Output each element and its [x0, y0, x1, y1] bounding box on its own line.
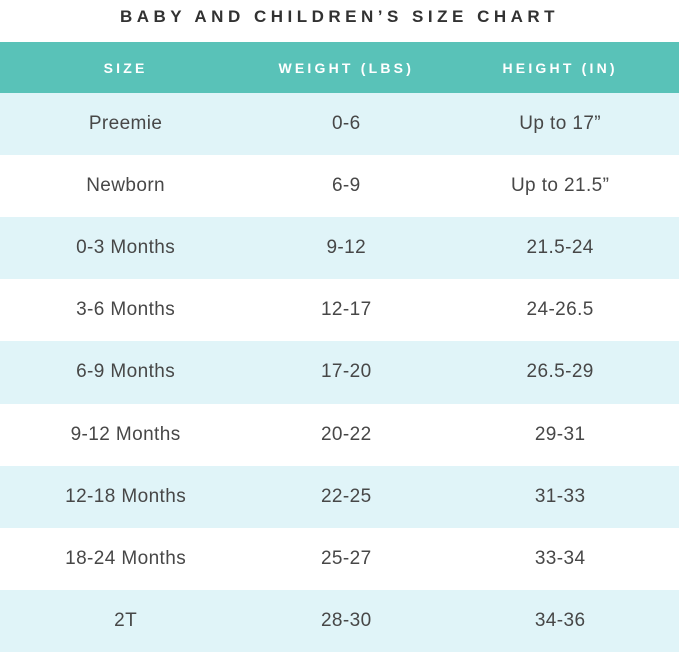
table-row: 12-18 Months 22-25 31-33	[0, 465, 679, 528]
column-header-height: HEIGHT (IN)	[502, 59, 618, 76]
size-cell: 0-3 Months	[76, 237, 176, 259]
page-title: BABY AND CHILDREN’S SIZE CHART	[119, 7, 560, 26]
weight-cell: 12-17	[320, 299, 372, 321]
weight-cell: 6-9	[331, 175, 361, 197]
height-cell: 21.5-24	[526, 237, 594, 259]
size-cell: 18-24 Months	[65, 547, 187, 569]
table-row: 3-6 Months 12-17 24-26.5	[0, 279, 679, 342]
column-header-size: SIZE	[103, 59, 148, 76]
weight-cell: 28-30	[320, 609, 372, 631]
size-cell: 9-12 Months	[70, 423, 181, 445]
size-cell: 12-18 Months	[65, 485, 187, 507]
height-cell: 31-33	[534, 485, 586, 507]
table-row: 6-9 Months 17-20 26.5-29	[0, 341, 679, 404]
size-cell: 3-6 Months	[76, 299, 176, 321]
size-cell: Newborn	[86, 175, 166, 197]
weight-cell: 20-22	[320, 423, 372, 445]
weight-cell: 17-20	[320, 361, 372, 383]
size-chart-table: SIZE WEIGHT (LBS) HEIGHT (IN) Preemie 0-…	[0, 42, 679, 652]
height-cell: 26.5-29	[526, 361, 594, 383]
weight-cell: 0-6	[331, 113, 361, 135]
height-cell: 24-26.5	[526, 299, 594, 321]
size-cell: 6-9 Months	[76, 361, 176, 383]
table-row: Preemie 0-6 Up to 17”	[0, 93, 679, 156]
size-cell: 2T	[114, 609, 138, 631]
column-header-weight: WEIGHT (LBS)	[278, 59, 415, 76]
weight-cell: 22-25	[320, 485, 372, 507]
height-cell: Up to 17”	[519, 113, 602, 135]
height-cell: 33-34	[534, 547, 586, 569]
weight-cell: 9-12	[326, 237, 367, 259]
table-row: 2T 28-30 34-36	[0, 589, 679, 652]
table-row: Newborn 6-9 Up to 21.5”	[0, 155, 679, 218]
size-cell: Preemie	[88, 113, 163, 135]
height-cell: 34-36	[534, 609, 586, 631]
table-header-row: SIZE WEIGHT (LBS) HEIGHT (IN)	[0, 42, 679, 93]
height-cell: 29-31	[534, 423, 586, 445]
weight-cell: 25-27	[320, 547, 372, 569]
table-row: 9-12 Months 20-22 29-31	[0, 403, 679, 466]
height-cell: Up to 21.5”	[510, 175, 610, 197]
table-row: 18-24 Months 25-27 33-34	[0, 527, 679, 590]
table-row: 0-3 Months 9-12 21.5-24	[0, 217, 679, 280]
